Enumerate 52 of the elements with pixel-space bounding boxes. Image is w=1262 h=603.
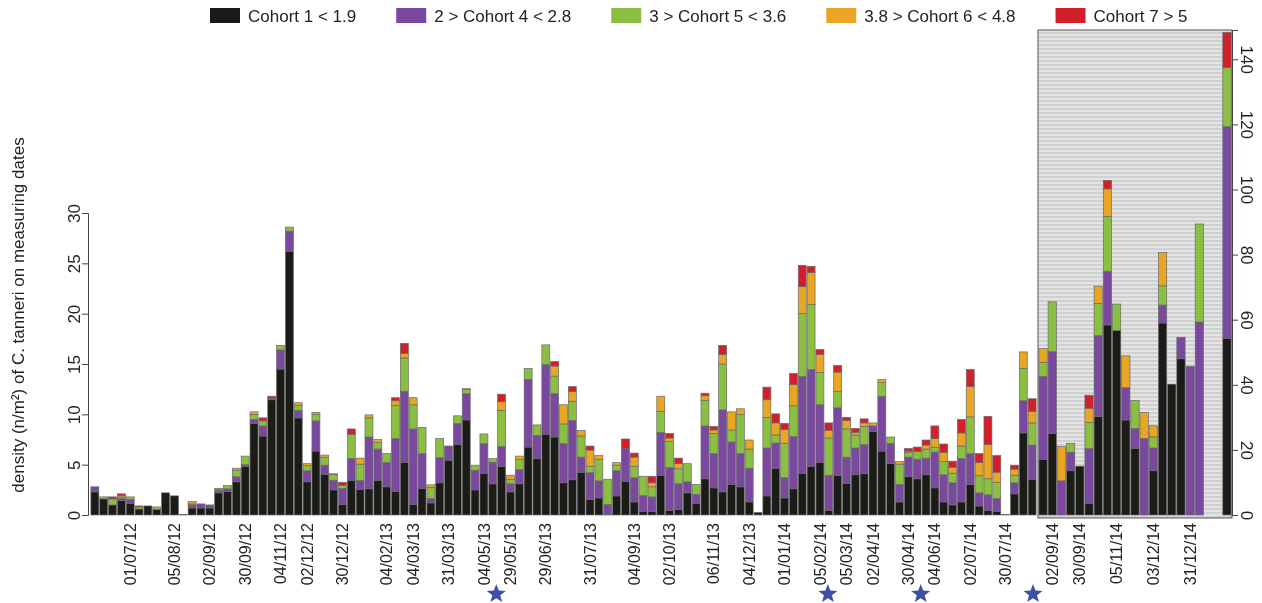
x-tick-label: 29/05/13 xyxy=(502,522,520,586)
x-tick-label: 02/12/12 xyxy=(298,522,316,586)
y-tick-label: 25 xyxy=(64,254,84,274)
x-tick-label: 04/09/13 xyxy=(625,522,643,586)
y-tick-label: 140 xyxy=(1236,45,1256,74)
x-tick-label: 30/09/12 xyxy=(236,522,254,586)
legend-label: 2 > Cohort 4 < 2.8 xyxy=(434,6,572,26)
legend-label: Cohort 7 > 5 xyxy=(1093,6,1188,26)
x-tick-label: 02/09/12 xyxy=(201,522,219,586)
x-tick-label: 04/02/13 xyxy=(378,522,396,586)
y-tick-label: 15 xyxy=(64,355,84,374)
x-tick-label: 04/06/14 xyxy=(926,522,944,586)
legend-label: Cohort 1 < 1.9 xyxy=(248,6,357,26)
y-tick-label: 20 xyxy=(64,304,84,324)
x-tick-label: 01/01/14 xyxy=(776,522,794,586)
x-tick-label: 01/07/12 xyxy=(121,522,139,586)
x-tick-label: 06/11/13 xyxy=(705,522,723,585)
legend-label: 3 > Cohort 5 < 3.6 xyxy=(649,6,787,26)
x-tick-label: 04/03/13 xyxy=(404,522,422,586)
x-tick-label: 02/09/14 xyxy=(1043,522,1061,586)
x-tick-label: 05/11/14 xyxy=(1108,522,1126,585)
y-tick-label: 30 xyxy=(64,204,84,223)
x-tick-label: 02/10/13 xyxy=(661,522,679,586)
y-tick-label: 40 xyxy=(1236,375,1256,395)
y-tick-label: 5 xyxy=(64,460,84,470)
legend-label: 3.8 > Cohort 6 < 4.8 xyxy=(864,6,1016,26)
x-tick-label: 03/12/14 xyxy=(1144,522,1162,586)
y-tick-label: 0 xyxy=(1236,510,1256,521)
x-tick-label: 04/05/13 xyxy=(475,522,493,586)
x-tick-label: 02/07/14 xyxy=(961,522,979,586)
x-tick-label: 04/12/13 xyxy=(740,522,758,586)
x-tick-label: 30/07/14 xyxy=(997,522,1015,586)
x-tick-label: 05/08/12 xyxy=(166,522,184,586)
x-tick-label: 31/12/14 xyxy=(1181,522,1199,586)
y-axis-title: density (n/m²) of C. tanneri on measuring dates xyxy=(9,137,28,493)
x-tick-label: 30/12/12 xyxy=(334,522,352,586)
y-tick-label: 10 xyxy=(64,405,84,425)
x-tick-label: 31/07/13 xyxy=(581,522,599,586)
x-tick-label: 05/02/14 xyxy=(811,522,829,586)
x-tick-label: 29/06/13 xyxy=(537,522,555,586)
x-tick-label: 31/03/13 xyxy=(440,522,458,586)
x-tick-label: 05/03/14 xyxy=(838,522,856,586)
y-tick-label: 100 xyxy=(1236,175,1256,205)
y-tick-label: 80 xyxy=(1236,245,1256,265)
x-tick-label: 30/09/14 xyxy=(1071,522,1089,586)
x-tick-label: 02/04/14 xyxy=(864,522,882,586)
y-tick-label: 60 xyxy=(1236,310,1256,330)
x-tick-label: 04/11/12 xyxy=(272,522,290,585)
y-tick-label: 20 xyxy=(1236,440,1256,460)
y-tick-label: 120 xyxy=(1236,110,1256,140)
y-tick-label: 0 xyxy=(64,510,84,521)
x-tick-label: 30/04/14 xyxy=(899,522,917,586)
